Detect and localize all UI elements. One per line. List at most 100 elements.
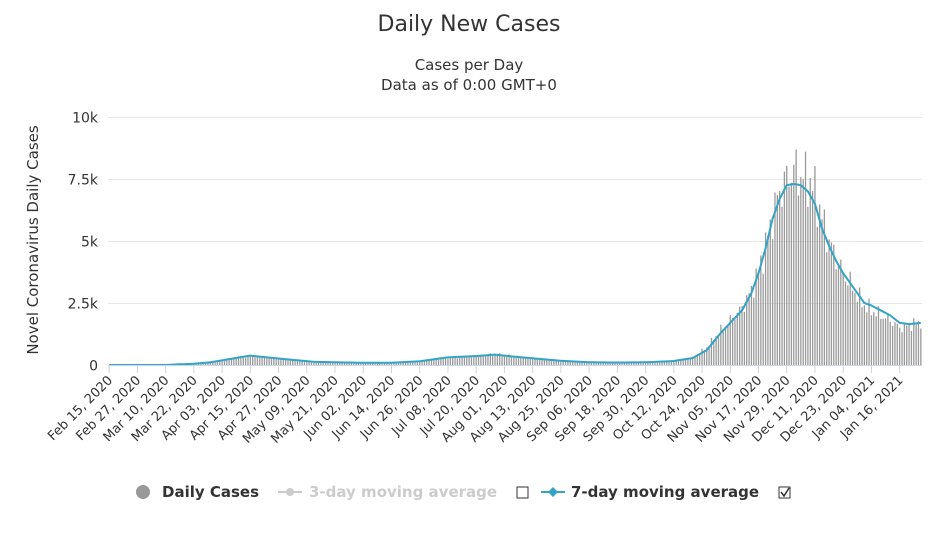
daily-cases-bar[interactable] <box>226 360 227 365</box>
daily-cases-bar[interactable] <box>786 166 787 365</box>
daily-cases-bar[interactable] <box>504 356 505 365</box>
daily-cases-bar[interactable] <box>466 358 467 365</box>
daily-cases-bar[interactable] <box>800 177 801 365</box>
daily-cases-bar[interactable] <box>511 357 512 365</box>
daily-cases-bar[interactable] <box>817 227 818 365</box>
daily-cases-bar[interactable] <box>854 293 855 365</box>
daily-cases-bar[interactable] <box>494 355 495 365</box>
daily-cases-bar[interactable] <box>711 338 712 365</box>
daily-cases-bar[interactable] <box>873 312 874 365</box>
daily-cases-bar[interactable] <box>461 357 462 366</box>
daily-cases-bar[interactable] <box>250 355 251 365</box>
daily-cases-bar[interactable] <box>784 172 785 365</box>
daily-cases-bar[interactable] <box>483 356 484 365</box>
daily-cases-bar[interactable] <box>457 358 458 365</box>
daily-cases-bar[interactable] <box>871 315 872 365</box>
daily-cases-bar[interactable] <box>245 358 246 365</box>
daily-cases-bar[interactable] <box>236 359 237 365</box>
daily-cases-bar[interactable] <box>516 357 517 365</box>
daily-cases-bar[interactable] <box>492 356 493 365</box>
daily-cases-bar[interactable] <box>299 361 300 365</box>
daily-cases-bar[interactable] <box>915 324 916 365</box>
daily-cases-bar[interactable] <box>560 361 561 365</box>
daily-cases-bar[interactable] <box>473 356 474 365</box>
daily-cases-bar[interactable] <box>897 324 898 365</box>
daily-cases-bar[interactable] <box>890 322 891 365</box>
daily-cases-bar[interactable] <box>777 195 778 365</box>
daily-cases-bar[interactable] <box>744 312 745 365</box>
daily-cases-bar[interactable] <box>906 326 907 365</box>
daily-cases-bar[interactable] <box>798 195 799 365</box>
daily-cases-bar[interactable] <box>254 357 255 365</box>
daily-cases-bar[interactable] <box>708 347 709 365</box>
daily-cases-bar[interactable] <box>468 356 469 365</box>
daily-cases-bar[interactable] <box>885 319 886 365</box>
daily-cases-bar[interactable] <box>772 239 773 365</box>
daily-cases-bar[interactable] <box>840 260 841 365</box>
daily-cases-bar[interactable] <box>264 358 265 365</box>
daily-cases-bar[interactable] <box>290 360 291 365</box>
daily-cases-bar[interactable] <box>748 293 749 365</box>
daily-cases-bar[interactable] <box>438 360 439 365</box>
daily-cases-bar[interactable] <box>530 358 531 365</box>
legend-item-3-day-average[interactable]: 3-day moving average <box>278 483 497 501</box>
daily-cases-bar[interactable] <box>826 252 827 365</box>
daily-cases-bar[interactable] <box>845 282 846 365</box>
daily-cases-bar[interactable] <box>908 324 909 365</box>
daily-cases-bar[interactable] <box>810 178 811 365</box>
daily-cases-bar[interactable] <box>892 326 893 365</box>
daily-cases-bar[interactable] <box>868 299 869 365</box>
daily-cases-bar[interactable] <box>428 360 429 365</box>
legend-3-day-checkbox[interactable] <box>517 487 528 498</box>
daily-cases-bar[interactable] <box>532 359 533 365</box>
daily-cases-bar[interactable] <box>734 320 735 365</box>
daily-cases-bar[interactable] <box>760 255 761 365</box>
daily-cases-bar[interactable] <box>901 332 902 365</box>
daily-cases-bar[interactable] <box>737 313 738 365</box>
legend-item-7-day-average[interactable]: 7-day moving average <box>541 483 759 501</box>
daily-cases-bar[interactable] <box>791 183 792 365</box>
daily-cases-bar[interactable] <box>513 357 514 365</box>
daily-cases-bar[interactable] <box>828 239 829 365</box>
daily-cases-bar[interactable] <box>779 191 780 365</box>
daily-cases-bar[interactable] <box>850 272 851 365</box>
daily-cases-bar[interactable] <box>843 272 844 365</box>
daily-cases-bar[interactable] <box>506 356 507 365</box>
daily-cases-bar[interactable] <box>476 357 477 365</box>
daily-cases-bar[interactable] <box>271 358 272 365</box>
daily-cases-bar[interactable] <box>795 150 796 365</box>
daily-cases-bar[interactable] <box>273 358 274 365</box>
daily-cases-bar[interactable] <box>880 319 881 365</box>
daily-cases-bar[interactable] <box>894 322 895 365</box>
legend-item-daily-cases[interactable]: Daily Cases <box>136 483 259 501</box>
daily-cases-bar[interactable] <box>541 360 542 365</box>
daily-cases-bar[interactable] <box>501 356 502 365</box>
daily-cases-bar[interactable] <box>478 356 479 365</box>
daily-cases-bar[interactable] <box>788 186 789 365</box>
daily-cases-bar[interactable] <box>918 321 919 365</box>
daily-cases-bar[interactable] <box>887 314 888 365</box>
daily-cases-bar[interactable] <box>805 152 806 365</box>
daily-cases-bar[interactable] <box>793 165 794 365</box>
daily-cases-bar[interactable] <box>280 360 281 365</box>
daily-cases-bar[interactable] <box>523 358 524 365</box>
daily-cases-bar[interactable] <box>899 328 900 365</box>
daily-cases-bar[interactable] <box>911 331 912 365</box>
daily-cases-bar[interactable] <box>452 357 453 365</box>
daily-cases-bar[interactable] <box>803 179 804 365</box>
daily-cases-bar[interactable] <box>701 349 702 365</box>
daily-cases-bar[interactable] <box>443 358 444 365</box>
daily-cases-bar[interactable] <box>864 306 865 366</box>
daily-cases-bar[interactable] <box>727 325 728 365</box>
daily-cases-bar[interactable] <box>723 329 724 365</box>
daily-cases-bar[interactable] <box>814 166 815 365</box>
daily-cases-bar[interactable] <box>725 327 726 365</box>
daily-cases-bar[interactable] <box>497 356 498 365</box>
daily-cases-bar[interactable] <box>551 361 552 365</box>
daily-cases-bar[interactable] <box>838 266 839 365</box>
daily-cases-bar[interactable] <box>847 285 848 365</box>
daily-cases-bar[interactable] <box>770 220 771 365</box>
daily-cases-bar[interactable] <box>751 286 752 365</box>
daily-cases-bar[interactable] <box>699 354 700 365</box>
daily-cases-bar[interactable] <box>447 359 448 365</box>
